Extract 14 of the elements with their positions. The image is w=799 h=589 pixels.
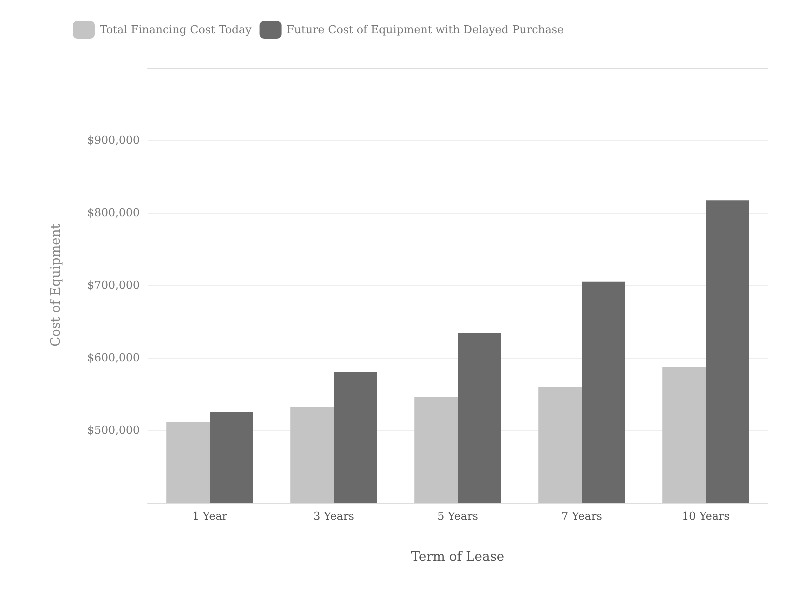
x-tick-label: 3 Years (314, 510, 355, 523)
y-tick-label: $500,000 (88, 424, 140, 437)
x-tick-label: 10 Years (682, 510, 730, 523)
y-tick-label: $900,000 (88, 134, 140, 147)
x-axis-title: Term of Lease (411, 550, 505, 565)
x-tick-label: 7 Years (562, 510, 603, 523)
legend-label: Future Cost of Equipment with Delayed Purchase (286, 24, 564, 36)
x-tick-label: 1 Year (192, 510, 228, 523)
x-tick-label: 5 Years (438, 510, 479, 523)
y-tick-label: $700,000 (88, 279, 140, 292)
y-tick-label: $600,000 (88, 352, 140, 364)
legend-label: Total Financing Cost Today (100, 24, 253, 36)
y-axis-title: Cost of Equipment (49, 223, 64, 347)
y-tick-label: $800,000 (88, 206, 140, 220)
